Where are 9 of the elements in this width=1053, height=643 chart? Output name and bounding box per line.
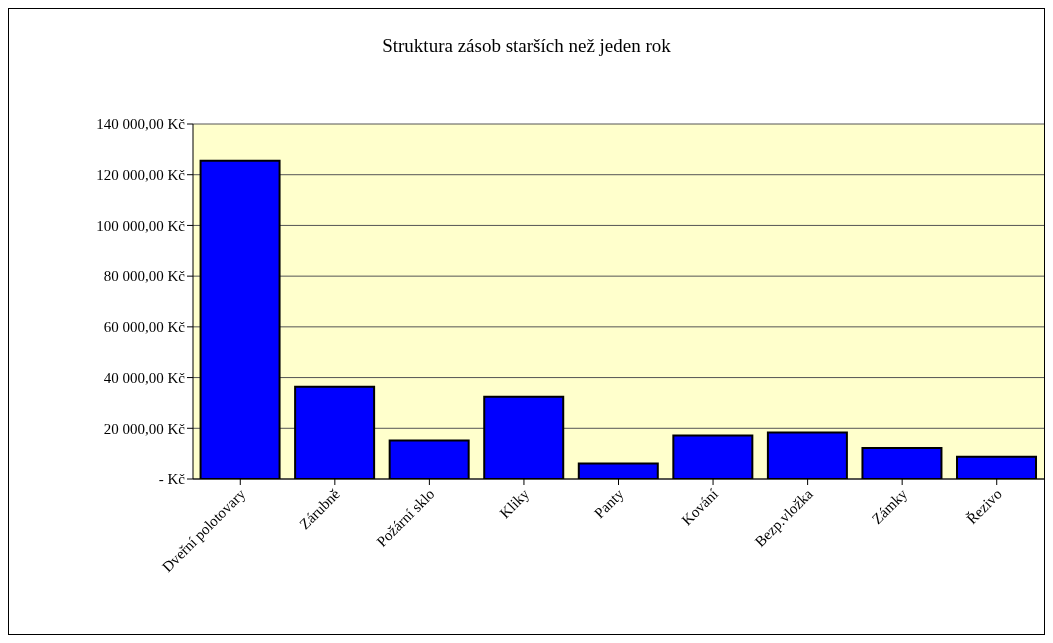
y-tick-label: 100 000,00 Kč — [96, 217, 186, 234]
y-tick-label: 120 000,00 Kč — [96, 167, 186, 184]
y-tick-label: 20 000,00 Kč — [103, 420, 186, 437]
y-tick-label: 60 000,00 Kč — [103, 319, 186, 336]
y-tick-label: 140 000,00 Kč — [96, 116, 186, 133]
chart-title: Struktura zásob starších než jeden rok — [381, 35, 672, 57]
y-tick-label: 80 000,00 Kč — [103, 268, 186, 285]
y-tick-label: - Kč — [158, 471, 186, 488]
y-tick-label: 40 000,00 Kč — [103, 369, 186, 386]
